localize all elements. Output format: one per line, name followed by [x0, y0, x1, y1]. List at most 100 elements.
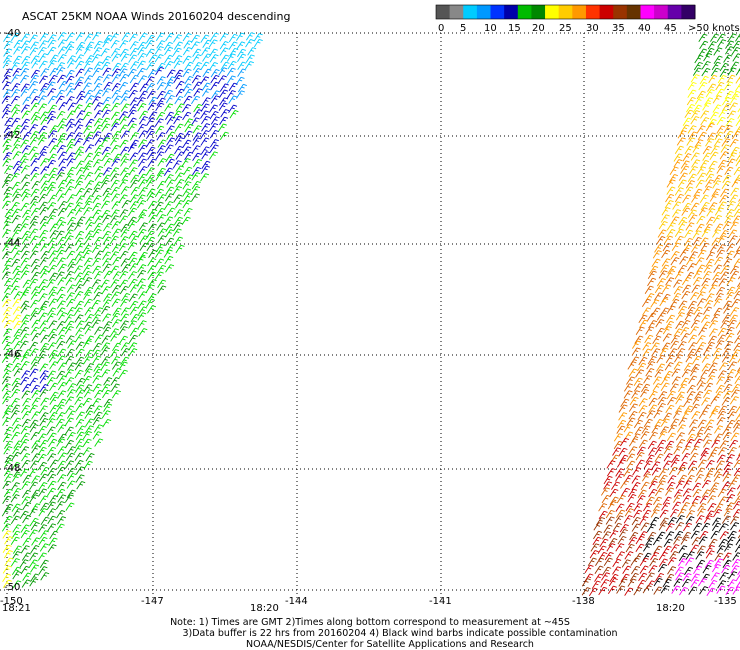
- wind-barb: [706, 216, 716, 225]
- wind-barb: [1, 508, 11, 517]
- wind-barb: [713, 214, 722, 224]
- wind-barb: [137, 284, 147, 293]
- wind-barb: [85, 404, 95, 413]
- wind-barb: [705, 122, 715, 132]
- wind-barb: [201, 82, 211, 91]
- wind-barb: [74, 146, 84, 155]
- wind-barb: [623, 424, 633, 433]
- wind-barb: [93, 118, 103, 127]
- wind-barb: [707, 495, 717, 504]
- wind-barb: [710, 67, 720, 77]
- wind-barb: [66, 166, 76, 176]
- wind-barb: [40, 166, 50, 175]
- wind-barb: [612, 447, 622, 456]
- wind-barb: [701, 489, 711, 498]
- wind-barb: [138, 130, 148, 139]
- wind-barb: [128, 251, 138, 260]
- wind-barb: [101, 342, 111, 351]
- wind-barb: [172, 228, 182, 237]
- wind-barb: [4, 557, 14, 566]
- wind-barb: [49, 223, 59, 232]
- wind-barb: [48, 349, 58, 359]
- wind-barb: [75, 68, 85, 77]
- wind-barb: [730, 565, 740, 574]
- wind-barb: [668, 348, 678, 357]
- wind-barb: [156, 243, 165, 253]
- wind-barb: [4, 257, 14, 267]
- wind-barb: [101, 369, 111, 378]
- wind-barb: [666, 179, 676, 188]
- wind-barb: [691, 411, 701, 420]
- wind-barb: [682, 488, 692, 497]
- wind-barb: [48, 333, 58, 343]
- wind-barb: [111, 201, 121, 210]
- wind-barb: [672, 292, 682, 302]
- wind-barb: [12, 571, 22, 580]
- wind-barb: [21, 264, 31, 273]
- wind-barb: [663, 453, 673, 462]
- wind-barb: [11, 208, 21, 217]
- wind-barb: [705, 293, 715, 302]
- wind-barb: [121, 199, 131, 209]
- wind-barb: [20, 446, 30, 455]
- wind-barb: [56, 257, 66, 266]
- wind-barb: [654, 284, 664, 294]
- wind-barb: [157, 158, 167, 167]
- wind-barb: [47, 34, 57, 43]
- wind-barb: [20, 61, 30, 70]
- wind-barb: [101, 103, 111, 113]
- wind-barb: [720, 271, 730, 280]
- wind-barb: [4, 440, 14, 449]
- wind-barb: [3, 33, 13, 42]
- wind-barb: [653, 496, 662, 506]
- wind-barb: [237, 68, 247, 77]
- wind-barb: [598, 586, 608, 596]
- wind-barb: [2, 264, 12, 273]
- wind-barb: [91, 349, 101, 358]
- wind-barb: [626, 460, 636, 469]
- wind-barb: [726, 74, 736, 84]
- wind-barb: [2, 410, 12, 419]
- wind-barb: [40, 466, 50, 476]
- wind-barb: [635, 535, 645, 545]
- wind-barb: [37, 461, 47, 471]
- wind-barb: [10, 410, 20, 419]
- wind-barb: [692, 104, 702, 113]
- wind-barb: [119, 320, 129, 329]
- wind-barb: [665, 193, 675, 203]
- wind-barb: [101, 305, 111, 315]
- legend-tick-label: 40: [638, 23, 651, 34]
- wind-barb: [48, 138, 58, 147]
- wind-barb: [682, 202, 692, 212]
- wind-barb: [38, 132, 48, 141]
- wind-barb: [155, 172, 165, 181]
- wind-barb: [39, 412, 49, 421]
- wind-barb: [701, 354, 711, 363]
- wind-barb: [82, 270, 92, 280]
- wind-barb: [147, 257, 157, 267]
- wind-barb: [55, 89, 65, 99]
- wind-barb: [730, 187, 740, 196]
- wind-barb: [631, 347, 641, 356]
- wind-barb: [11, 130, 20, 139]
- lat-lon-grid: [0, 32, 740, 598]
- wind-barb: [47, 446, 57, 456]
- wind-barb: [31, 243, 41, 252]
- wind-barb: [2, 158, 12, 167]
- wind-barb: [127, 117, 137, 126]
- wind-barb: [691, 537, 701, 546]
- wind-barb: [157, 279, 167, 288]
- wind-barb: [75, 431, 85, 440]
- wind-barb: [663, 445, 673, 455]
- wind-barb: [2, 433, 12, 443]
- wind-barb: [175, 103, 185, 112]
- wind-barb: [666, 305, 676, 314]
- wind-barb: [647, 355, 657, 365]
- wind-barb: [57, 236, 67, 246]
- wind-barb: [3, 467, 13, 477]
- wind-barb: [695, 257, 705, 266]
- wind-barb: [110, 333, 120, 342]
- wind-barb: [21, 145, 31, 154]
- wind-barb: [618, 529, 628, 538]
- wind-barb: [730, 95, 740, 104]
